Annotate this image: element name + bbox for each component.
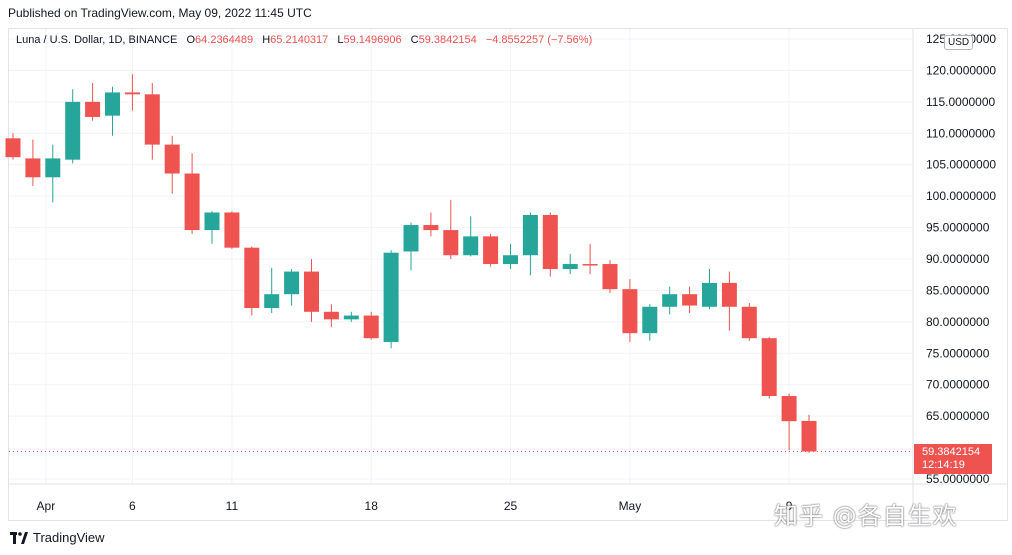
- candle-body: [264, 294, 280, 309]
- watermark: 知乎 @各自生欢: [774, 502, 958, 530]
- bar-countdown: 12:14:19: [922, 459, 965, 471]
- tradingview-logo-icon: [10, 531, 28, 544]
- candle-body: [503, 255, 518, 265]
- candle-body: [164, 144, 180, 174]
- candle-body: [483, 236, 499, 265]
- y-tick-label: 100.0000000: [926, 189, 996, 203]
- candle-body: [65, 101, 81, 160]
- y-tick-label: 90.0000000: [926, 252, 990, 266]
- candle-body: [463, 236, 479, 256]
- y-tick-label: 55.0000000: [926, 472, 990, 486]
- candle-body: [622, 289, 638, 334]
- y-tick-label: 115.0000000: [926, 95, 996, 109]
- candle-body: [761, 338, 777, 397]
- candle-body: [741, 306, 757, 339]
- candle-body: [423, 225, 439, 231]
- candle-body: [124, 92, 140, 95]
- x-tick-label: Apr: [37, 499, 56, 513]
- high-value: 65.2140317: [270, 34, 329, 46]
- candle-body: [522, 215, 538, 256]
- candle-body: [224, 212, 240, 248]
- close-value: 59.3842154: [418, 34, 477, 46]
- candle-body: [702, 282, 717, 307]
- candle-body: [721, 282, 737, 307]
- candle-body: [25, 158, 41, 178]
- candle-body: [244, 247, 260, 309]
- candle-body: [105, 92, 120, 116]
- low-label: L: [337, 34, 344, 46]
- x-tick-label: May: [619, 499, 642, 513]
- low-value: 59.1496906: [343, 34, 402, 46]
- y-tick-label: 120.0000000: [926, 63, 996, 77]
- candle-body: [682, 294, 698, 306]
- symbol-label[interactable]: Luna / U.S. Dollar, 1D, BINANCE: [16, 34, 178, 46]
- last-price-value: 59.3842154: [922, 446, 981, 458]
- tradingview-footer[interactable]: TradingView: [10, 530, 105, 545]
- ohlc-legend: Luna / U.S. Dollar, 1D, BINANCE O64.2364…: [16, 34, 592, 46]
- x-tick-label: 6: [129, 499, 136, 513]
- candle-body: [363, 315, 379, 339]
- candle-body: [403, 225, 419, 252]
- x-tick-label: 18: [365, 499, 379, 513]
- close-label: C: [410, 34, 419, 46]
- chart-panel[interactable]: [8, 28, 1008, 521]
- y-tick-label: 85.0000000: [926, 283, 990, 297]
- y-tick-label: 105.0000000: [926, 158, 996, 172]
- y-tick-label: 110.0000000: [926, 126, 996, 140]
- y-tick-label: 80.0000000: [926, 315, 990, 329]
- candle-body: [204, 212, 220, 231]
- y-tick-label: 70.0000000: [926, 378, 990, 392]
- x-tick-label: 9: [786, 499, 793, 513]
- currency-badge[interactable]: USD: [944, 35, 974, 50]
- candle-body: [45, 158, 61, 178]
- candle-body: [144, 94, 160, 145]
- x-tick-label: 25: [504, 499, 518, 513]
- candle-body: [5, 138, 21, 158]
- candle-body: [642, 306, 658, 334]
- y-tick-label: 65.0000000: [926, 409, 990, 423]
- candle-body: [602, 264, 618, 290]
- high-label: H: [262, 34, 271, 46]
- x-tick-label: 11: [226, 499, 239, 513]
- y-tick-label: 95.0000000: [926, 221, 990, 235]
- candle-body: [304, 271, 319, 312]
- candle-body: [323, 311, 339, 320]
- y-tick-label: 75.0000000: [926, 346, 990, 360]
- candle-body: [662, 294, 678, 307]
- open-label: O: [186, 34, 196, 46]
- candle-body: [184, 173, 200, 231]
- candle-body: [85, 101, 101, 117]
- open-value: 64.2364489: [195, 34, 254, 46]
- candle-body: [284, 271, 300, 295]
- tradingview-brand: TradingView: [33, 530, 105, 545]
- candle-body: [582, 264, 598, 266]
- published-note: Published on TradingView.com, May 09, 20…: [8, 6, 312, 20]
- candle-body: [781, 396, 797, 422]
- candle-body: [542, 215, 558, 270]
- change-value: −4.8552257 (−7.56%): [485, 34, 593, 46]
- candle-body: [801, 420, 817, 452]
- candle-body: [562, 264, 578, 270]
- candle-body: [383, 252, 399, 342]
- candle-body: [443, 230, 459, 256]
- candle-body: [343, 315, 359, 320]
- last-price-tag: 59.3842154 12:14:19: [914, 444, 992, 474]
